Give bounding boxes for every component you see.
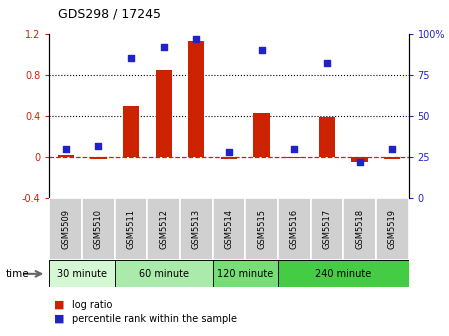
Bar [221,157,237,159]
Text: GSM5513: GSM5513 [192,209,201,249]
Bar [384,157,401,159]
Point [291,146,298,152]
Bar [57,155,74,157]
Text: log ratio: log ratio [72,300,112,310]
Bar [155,70,172,157]
Bar [343,198,376,260]
Point [356,159,363,165]
Bar [82,198,114,260]
Text: GSM5509: GSM5509 [61,209,70,249]
Bar [188,41,204,157]
Point [258,47,265,53]
Text: GSM5515: GSM5515 [257,209,266,249]
Text: 120 minute: 120 minute [217,269,273,279]
Point [389,146,396,152]
Text: 60 minute: 60 minute [139,269,189,279]
Point [160,44,167,49]
Bar [180,198,213,260]
Bar [278,198,311,260]
Text: 240 minute: 240 minute [315,269,371,279]
Text: GSM5516: GSM5516 [290,209,299,249]
Bar [278,260,409,287]
Text: GDS298 / 17245: GDS298 / 17245 [58,7,161,20]
Text: 30 minute: 30 minute [57,269,107,279]
Text: GSM5514: GSM5514 [224,209,233,249]
Bar [49,260,114,287]
Bar [311,198,343,260]
Text: GSM5518: GSM5518 [355,209,364,249]
Point [193,36,200,41]
Bar [123,106,139,157]
Bar [49,198,82,260]
Point [128,55,135,61]
Bar [319,117,335,157]
Point [95,143,102,148]
Text: ■: ■ [54,300,64,310]
Bar [352,157,368,162]
Point [62,146,69,152]
Point [225,150,233,155]
Bar [376,198,409,260]
Bar [213,198,245,260]
Bar [90,157,106,159]
Bar [286,157,303,158]
Bar [254,113,270,157]
Text: GSM5512: GSM5512 [159,209,168,249]
Text: percentile rank within the sample: percentile rank within the sample [72,313,237,324]
Text: ■: ■ [54,313,64,324]
Bar [213,260,278,287]
Text: time: time [5,269,29,279]
Text: GSM5511: GSM5511 [127,209,136,249]
Text: GSM5517: GSM5517 [322,209,331,249]
Bar [114,198,147,260]
Bar [147,198,180,260]
Bar [114,260,213,287]
Bar [245,198,278,260]
Text: GSM5519: GSM5519 [388,209,397,249]
Text: GSM5510: GSM5510 [94,209,103,249]
Point [323,60,330,66]
